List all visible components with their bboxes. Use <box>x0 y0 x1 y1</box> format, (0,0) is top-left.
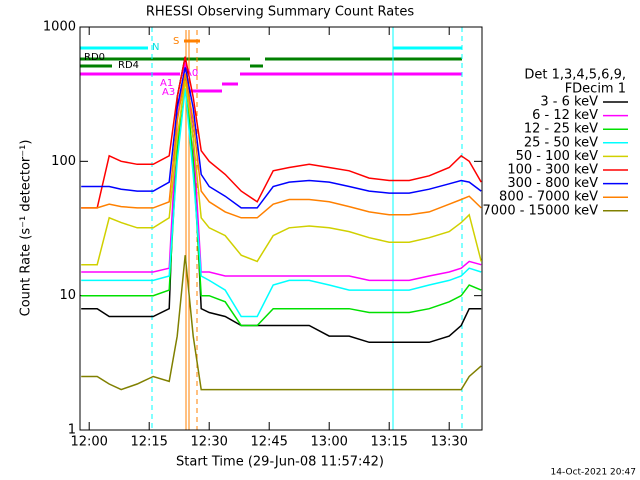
chart-title: RHESSI Observing Summary Count Rates <box>146 5 415 20</box>
series-line <box>81 80 482 266</box>
flag-bars <box>80 39 462 93</box>
plot-frame <box>79 26 483 431</box>
flag-label: A0 <box>185 68 198 79</box>
legend-label: 7000 - 15000 keV <box>483 203 599 218</box>
x-tick-label: 13:15 <box>370 435 407 450</box>
legend-label: 800 - 7000 keV <box>499 190 598 205</box>
legend-label: 25 - 50 keV <box>524 135 598 150</box>
series-line <box>81 61 482 282</box>
flag-label: RD0 <box>84 52 105 63</box>
x-tick-label: 12:30 <box>190 435 227 450</box>
series-line <box>81 88 482 318</box>
legend-title: Det 1,3,4,5,6,9, <box>524 68 626 83</box>
series-line <box>81 255 482 391</box>
x-tick-label: 12:15 <box>130 435 167 450</box>
y-tick-label: 100 <box>51 154 76 169</box>
series-line <box>81 73 482 219</box>
legend-title: FDecim 1 <box>565 82 626 97</box>
flag-label: A3 <box>162 87 175 98</box>
x-tick-label: 13:00 <box>310 435 347 450</box>
x-tick-label: 12:00 <box>70 435 107 450</box>
legend-label: 300 - 800 keV <box>507 176 598 191</box>
x-tick-label: 13:30 <box>430 435 467 450</box>
legend-label: 6 - 12 keV <box>532 108 598 123</box>
legend-label: 100 - 300 keV <box>507 163 598 178</box>
flag-label: A1 <box>160 78 173 89</box>
series-line <box>81 73 482 327</box>
series-line <box>81 56 482 209</box>
x-axis-label: Start Time (29-Jun-08 11:57:42) <box>176 455 384 470</box>
y-tick-label: 1000 <box>43 20 76 35</box>
footer-date: 14-Oct-2021 20:47 <box>551 468 636 478</box>
flag-label: RD4 <box>118 60 139 71</box>
legend-label: 12 - 25 keV <box>524 122 598 137</box>
y-tick-label: 10 <box>59 288 76 303</box>
legend-label: 3 - 6 keV <box>540 95 598 110</box>
series-line <box>81 56 482 344</box>
flag-label: S <box>173 36 179 47</box>
flag-label: N <box>152 42 159 53</box>
x-tick-label: 12:45 <box>250 435 287 450</box>
series-line <box>81 67 482 209</box>
legend-label: 50 - 100 keV <box>516 149 599 164</box>
y-tick-label: 1 <box>68 423 76 438</box>
y-axis-label: Count Rate (s⁻¹ detector⁻¹) <box>19 140 34 317</box>
